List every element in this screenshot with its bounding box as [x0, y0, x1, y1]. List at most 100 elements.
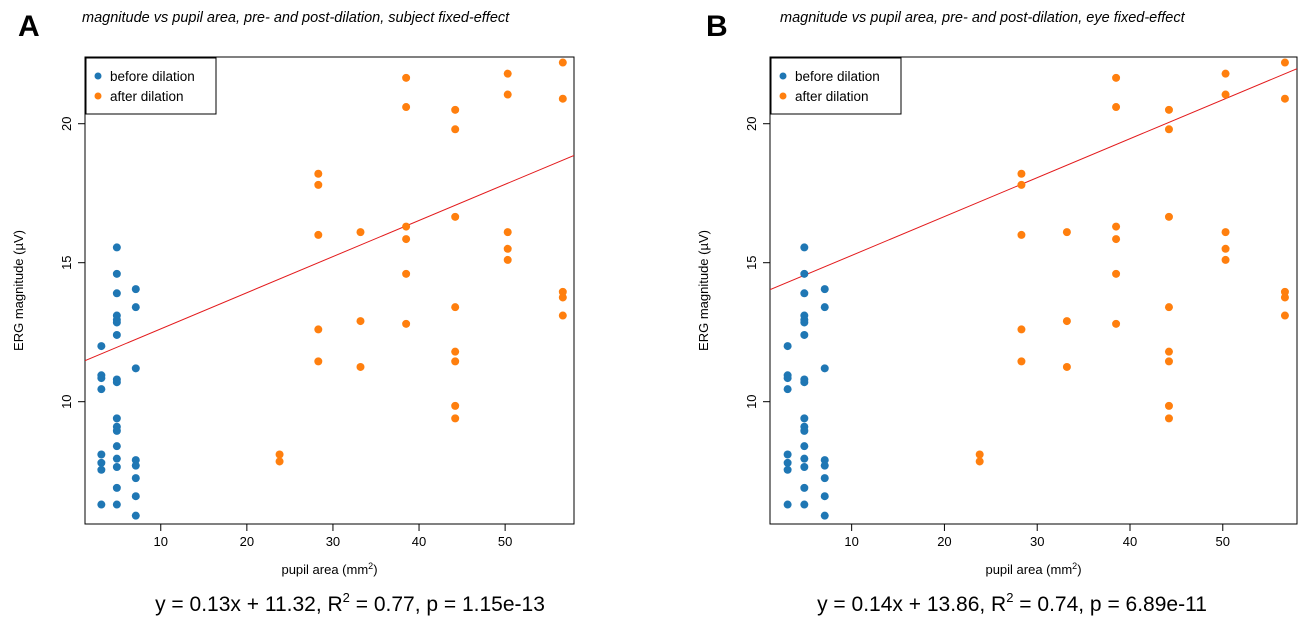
legend-box — [85, 57, 217, 115]
point-before-dilation — [800, 454, 809, 463]
plot-frame — [84, 56, 575, 525]
point-after-dilation — [503, 255, 512, 264]
point-after-dilation — [1017, 357, 1026, 366]
point-before-dilation — [131, 364, 140, 373]
point-after-dilation — [1164, 347, 1173, 356]
point-before-dilation — [112, 463, 121, 472]
point-after-dilation — [314, 357, 323, 366]
point-before-dilation — [112, 269, 121, 278]
point-before-dilation — [820, 511, 829, 520]
point-after-dilation — [1164, 303, 1173, 312]
point-before-dilation — [783, 342, 792, 351]
equation-end: = 0.74, p = 6.89e-11 — [1013, 593, 1207, 616]
point-before-dilation — [131, 492, 140, 501]
point-after-dilation — [451, 401, 460, 410]
point-after-dilation — [402, 269, 411, 278]
legend-marker-after — [779, 92, 787, 100]
point-before-dilation — [783, 450, 792, 459]
x-tick-label: 30 — [1030, 534, 1044, 549]
x-axis-label: pupil area (mm2) — [281, 561, 377, 577]
point-after-dilation — [558, 94, 567, 103]
scatter-plot: 10 20 30 40 50 10 15 20 pupil area (mm2) ERG magn… — [696, 56, 1298, 577]
legend-box — [770, 57, 902, 115]
y-axis-label: ERG magnitude (µV) — [696, 230, 711, 351]
point-after-dilation — [1280, 58, 1289, 67]
x-tick-label: 30 — [326, 534, 340, 549]
point-before-dilation — [783, 374, 792, 383]
point-after-dilation — [314, 325, 323, 334]
point-after-dilation — [1062, 317, 1071, 326]
point-before-dilation — [112, 289, 121, 298]
equation-main: y = 0.13x + 11.32, R — [155, 593, 343, 616]
point-after-dilation — [451, 105, 460, 114]
chart-panel-a: A magnitude vs pupil area, pre- and post… — [0, 0, 654, 616]
x-tick-label: 20 — [240, 534, 254, 549]
point-after-dilation — [503, 244, 512, 253]
y-tick-label: 15 — [744, 255, 759, 269]
equation-end: = 0.77, p = 1.15e-13 — [349, 593, 545, 616]
panel-letter: B — [706, 10, 728, 43]
chart-title: magnitude vs pupil area, pre- and post-d… — [780, 10, 1185, 26]
y-tick-label: 10 — [744, 394, 759, 408]
point-before-dilation — [112, 318, 121, 327]
point-before-dilation — [131, 456, 140, 465]
point-after-dilation — [558, 58, 567, 67]
point-before-dilation — [783, 458, 792, 467]
point-after-dilation — [1221, 255, 1230, 264]
point-before-dilation — [800, 269, 809, 278]
legend-label: after dilation — [110, 89, 184, 104]
point-before-dilation — [820, 474, 829, 483]
x-tick-label: 40 — [1123, 534, 1137, 549]
point-after-dilation — [356, 317, 365, 326]
point-after-dilation — [451, 357, 460, 366]
point-before-dilation — [112, 414, 121, 423]
point-after-dilation — [1280, 94, 1289, 103]
point-before-dilation — [820, 456, 829, 465]
point-before-dilation — [131, 303, 140, 312]
point-before-dilation — [783, 500, 792, 509]
point-after-dilation — [1221, 228, 1230, 237]
point-after-dilation — [558, 311, 567, 320]
point-after-dilation — [1112, 222, 1121, 231]
point-after-dilation — [451, 414, 460, 423]
point-before-dilation — [131, 474, 140, 483]
point-after-dilation — [1164, 414, 1173, 423]
y-axis-label: ERG magnitude (µV) — [11, 230, 26, 351]
point-after-dilation — [1280, 311, 1289, 320]
legend-label: before dilation — [795, 69, 880, 84]
point-after-dilation — [1164, 212, 1173, 221]
point-after-dilation — [1164, 125, 1173, 134]
point-before-dilation — [97, 385, 106, 394]
point-before-dilation — [112, 378, 121, 387]
point-after-dilation — [503, 228, 512, 237]
point-after-dilation — [402, 222, 411, 231]
point-before-dilation — [783, 465, 792, 474]
point-after-dilation — [1112, 235, 1121, 244]
point-after-dilation — [275, 457, 284, 466]
point-after-dilation — [314, 230, 323, 239]
point-before-dilation — [97, 374, 106, 383]
point-before-dilation — [800, 414, 809, 423]
point-after-dilation — [451, 347, 460, 356]
point-before-dilation — [800, 330, 809, 339]
point-before-dilation — [800, 426, 809, 435]
point-before-dilation — [112, 426, 121, 435]
point-after-dilation — [314, 180, 323, 189]
point-after-dilation — [1062, 362, 1071, 371]
point-after-dilation — [1221, 69, 1230, 78]
point-after-dilation — [1164, 357, 1173, 366]
point-after-dilation — [558, 293, 567, 302]
point-after-dilation — [1017, 180, 1026, 189]
x-axis-label: pupil area (mm2) — [985, 561, 1081, 577]
point-before-dilation — [112, 330, 121, 339]
y-tick-label: 15 — [59, 255, 74, 269]
point-before-dilation — [131, 461, 140, 470]
point-before-dilation — [783, 385, 792, 394]
point-after-dilation — [1221, 244, 1230, 253]
point-after-dilation — [1062, 228, 1071, 237]
point-before-dilation — [820, 285, 829, 294]
point-before-dilation — [112, 442, 121, 451]
point-before-dilation — [800, 289, 809, 298]
x-tick-label: 10 — [154, 534, 168, 549]
point-before-dilation — [112, 483, 121, 492]
